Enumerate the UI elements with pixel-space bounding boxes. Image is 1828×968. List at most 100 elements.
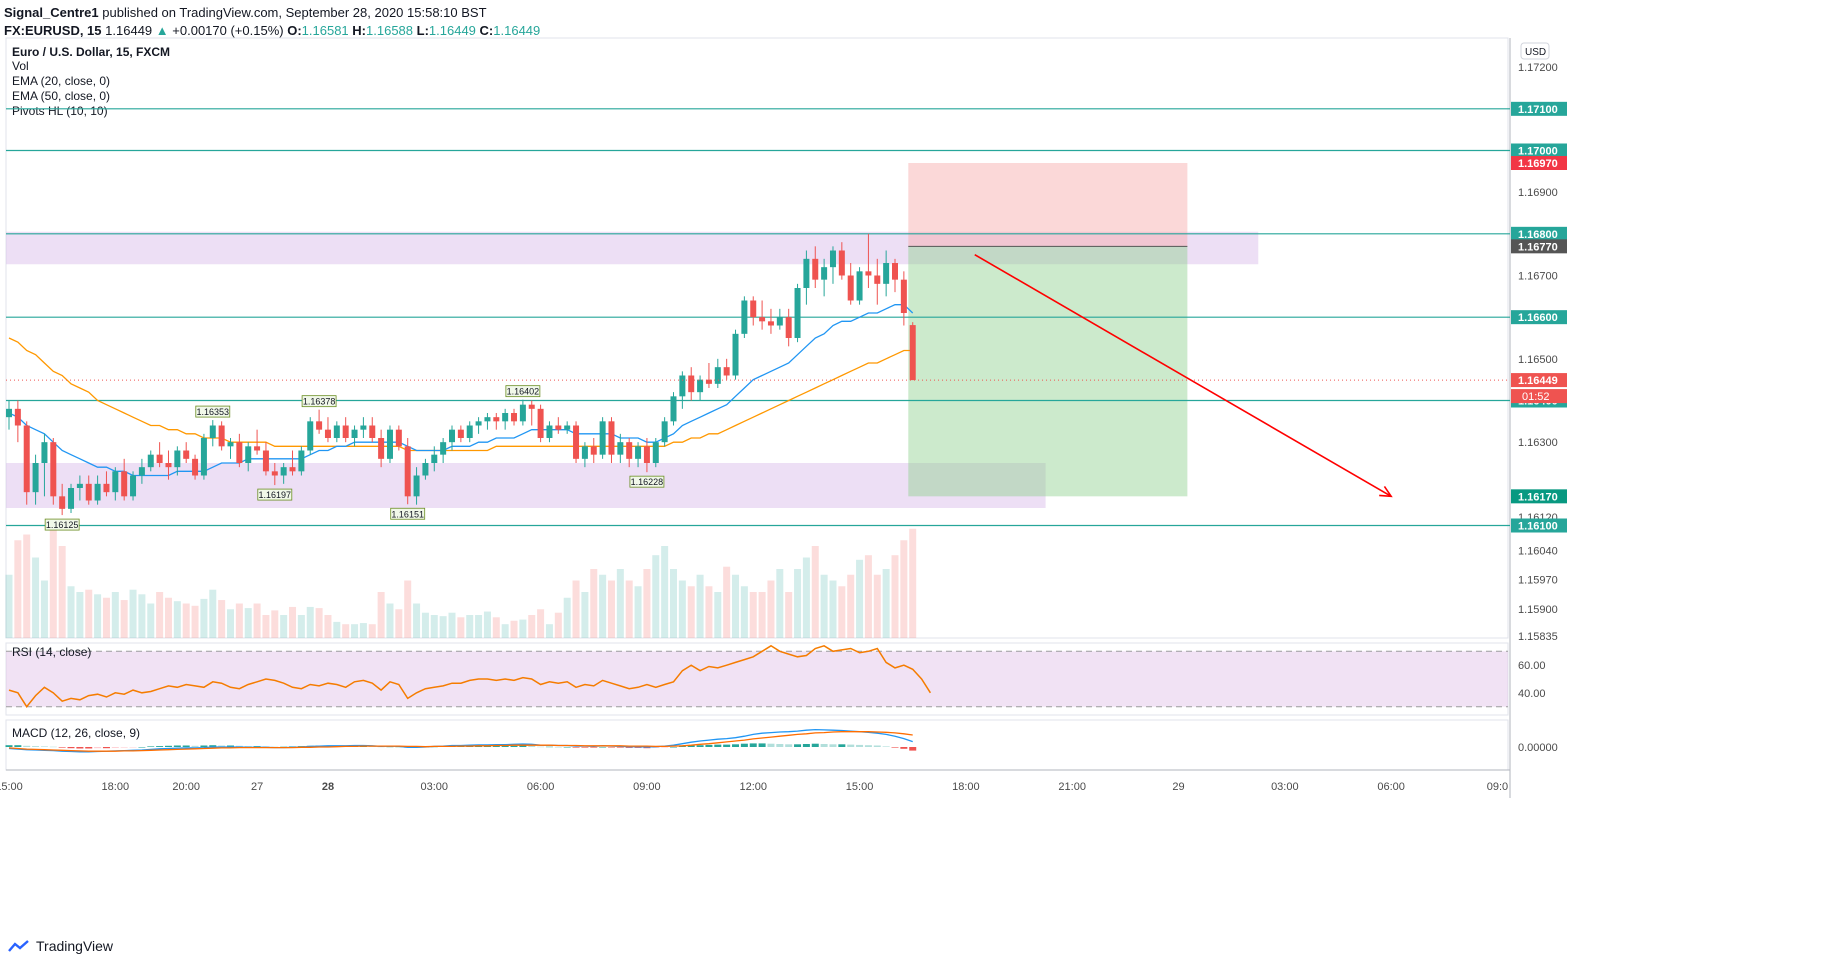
candle-body[interactable] <box>156 454 163 463</box>
candle-body[interactable] <box>23 425 30 493</box>
candle-body[interactable] <box>307 421 314 451</box>
candle-body[interactable] <box>449 429 455 443</box>
candle-body[interactable] <box>324 429 331 438</box>
candle-body[interactable] <box>289 467 296 472</box>
candle-body[interactable] <box>652 442 659 463</box>
candle-body[interactable] <box>236 442 243 463</box>
candle-body[interactable] <box>165 463 172 468</box>
candle-body[interactable] <box>643 446 650 463</box>
candle-body[interactable] <box>856 271 863 301</box>
candle-body[interactable] <box>617 442 624 455</box>
candle-body[interactable] <box>794 288 801 338</box>
candle-body[interactable] <box>59 496 66 509</box>
candle-body[interactable] <box>342 425 349 439</box>
candle-body[interactable] <box>218 425 225 447</box>
candle-body[interactable] <box>484 417 491 422</box>
candle-body[interactable] <box>262 450 269 472</box>
candle-body[interactable] <box>245 446 252 463</box>
candle-body[interactable] <box>714 367 721 384</box>
candle-body[interactable] <box>847 275 854 301</box>
candle-body[interactable] <box>546 425 553 439</box>
tradingview-logo[interactable]: TradingView <box>8 938 113 954</box>
candle-body[interactable] <box>741 300 748 334</box>
candle-body[interactable] <box>590 446 597 455</box>
candle-body[interactable] <box>829 250 836 268</box>
candle-body[interactable] <box>661 421 668 443</box>
candle-body[interactable] <box>200 438 207 476</box>
candle-body[interactable] <box>679 375 686 397</box>
candle-body[interactable] <box>874 275 881 284</box>
candle-body[interactable] <box>865 271 872 276</box>
candle-body[interactable] <box>413 475 420 497</box>
candle-body[interactable] <box>803 258 810 288</box>
candle-body[interactable] <box>183 450 190 459</box>
candle-body[interactable] <box>6 408 12 418</box>
candle-body[interactable] <box>50 442 57 497</box>
candle-body[interactable] <box>626 442 633 459</box>
candle-body[interactable] <box>812 258 819 280</box>
candle-body[interactable] <box>909 325 916 381</box>
candle-body[interactable] <box>422 463 429 476</box>
candle-body[interactable] <box>192 458 199 476</box>
candle-body[interactable] <box>750 300 757 318</box>
candle-body[interactable] <box>493 417 500 422</box>
publisher-name[interactable]: Signal_Centre1 <box>4 5 99 20</box>
candle-body[interactable] <box>608 421 615 455</box>
currency-button[interactable] <box>1520 42 1550 60</box>
candle-body[interactable] <box>883 263 890 284</box>
candle-body[interactable] <box>821 267 828 280</box>
position-target-zone[interactable] <box>908 246 1188 497</box>
candle-body[interactable] <box>14 408 21 426</box>
candle-body[interactable] <box>670 396 677 422</box>
candle-body[interactable] <box>537 408 544 438</box>
candle-body[interactable] <box>121 471 128 497</box>
candle-body[interactable] <box>378 438 385 459</box>
candle-body[interactable] <box>900 279 907 313</box>
candle-body[interactable] <box>599 421 606 455</box>
candle-body[interactable] <box>112 471 119 493</box>
candle-body[interactable] <box>688 375 695 393</box>
candle-body[interactable] <box>271 471 278 476</box>
candle-body[interactable] <box>431 454 438 463</box>
candle-body[interactable] <box>351 429 358 438</box>
candle-body[interactable] <box>705 379 712 384</box>
candle-body[interactable] <box>174 450 181 468</box>
candle-body[interactable] <box>41 442 48 463</box>
candle-body[interactable] <box>767 321 774 326</box>
candle-body[interactable] <box>103 483 110 493</box>
candle-body[interactable] <box>404 446 411 497</box>
candle-body[interactable] <box>759 317 766 322</box>
candle-body[interactable] <box>581 446 588 459</box>
candle-body[interactable] <box>76 483 83 488</box>
candle-body[interactable] <box>209 425 216 439</box>
candle-body[interactable] <box>519 404 526 422</box>
candle-body[interactable] <box>732 333 739 376</box>
candle-body[interactable] <box>68 488 75 509</box>
candle-body[interactable] <box>635 446 642 459</box>
candle-body[interactable] <box>776 317 783 326</box>
candle-body[interactable] <box>280 467 287 476</box>
candle-body[interactable] <box>573 425 580 459</box>
candle-body[interactable] <box>316 421 323 430</box>
trend-arrow-line[interactable] <box>974 253 1392 498</box>
candle-body[interactable] <box>528 404 535 409</box>
candle-body[interactable] <box>130 475 137 497</box>
candle-body[interactable] <box>838 250 845 276</box>
candle-body[interactable] <box>564 425 571 430</box>
candle-body[interactable] <box>511 413 518 422</box>
candle-body[interactable] <box>227 442 234 447</box>
candle-body[interactable] <box>785 317 792 338</box>
candle-body[interactable] <box>333 425 340 439</box>
candle-body[interactable] <box>475 421 482 426</box>
candle-body[interactable] <box>94 483 101 501</box>
candle-body[interactable] <box>555 425 562 430</box>
candle-body[interactable] <box>457 429 464 438</box>
candle-body[interactable] <box>395 429 402 447</box>
position-stop-zone[interactable] <box>908 163 1188 247</box>
candle-body[interactable] <box>298 450 305 472</box>
candle-body[interactable] <box>138 467 145 476</box>
candle-body[interactable] <box>360 425 367 430</box>
candle-body[interactable] <box>892 263 898 280</box>
candle-body[interactable] <box>369 425 376 439</box>
